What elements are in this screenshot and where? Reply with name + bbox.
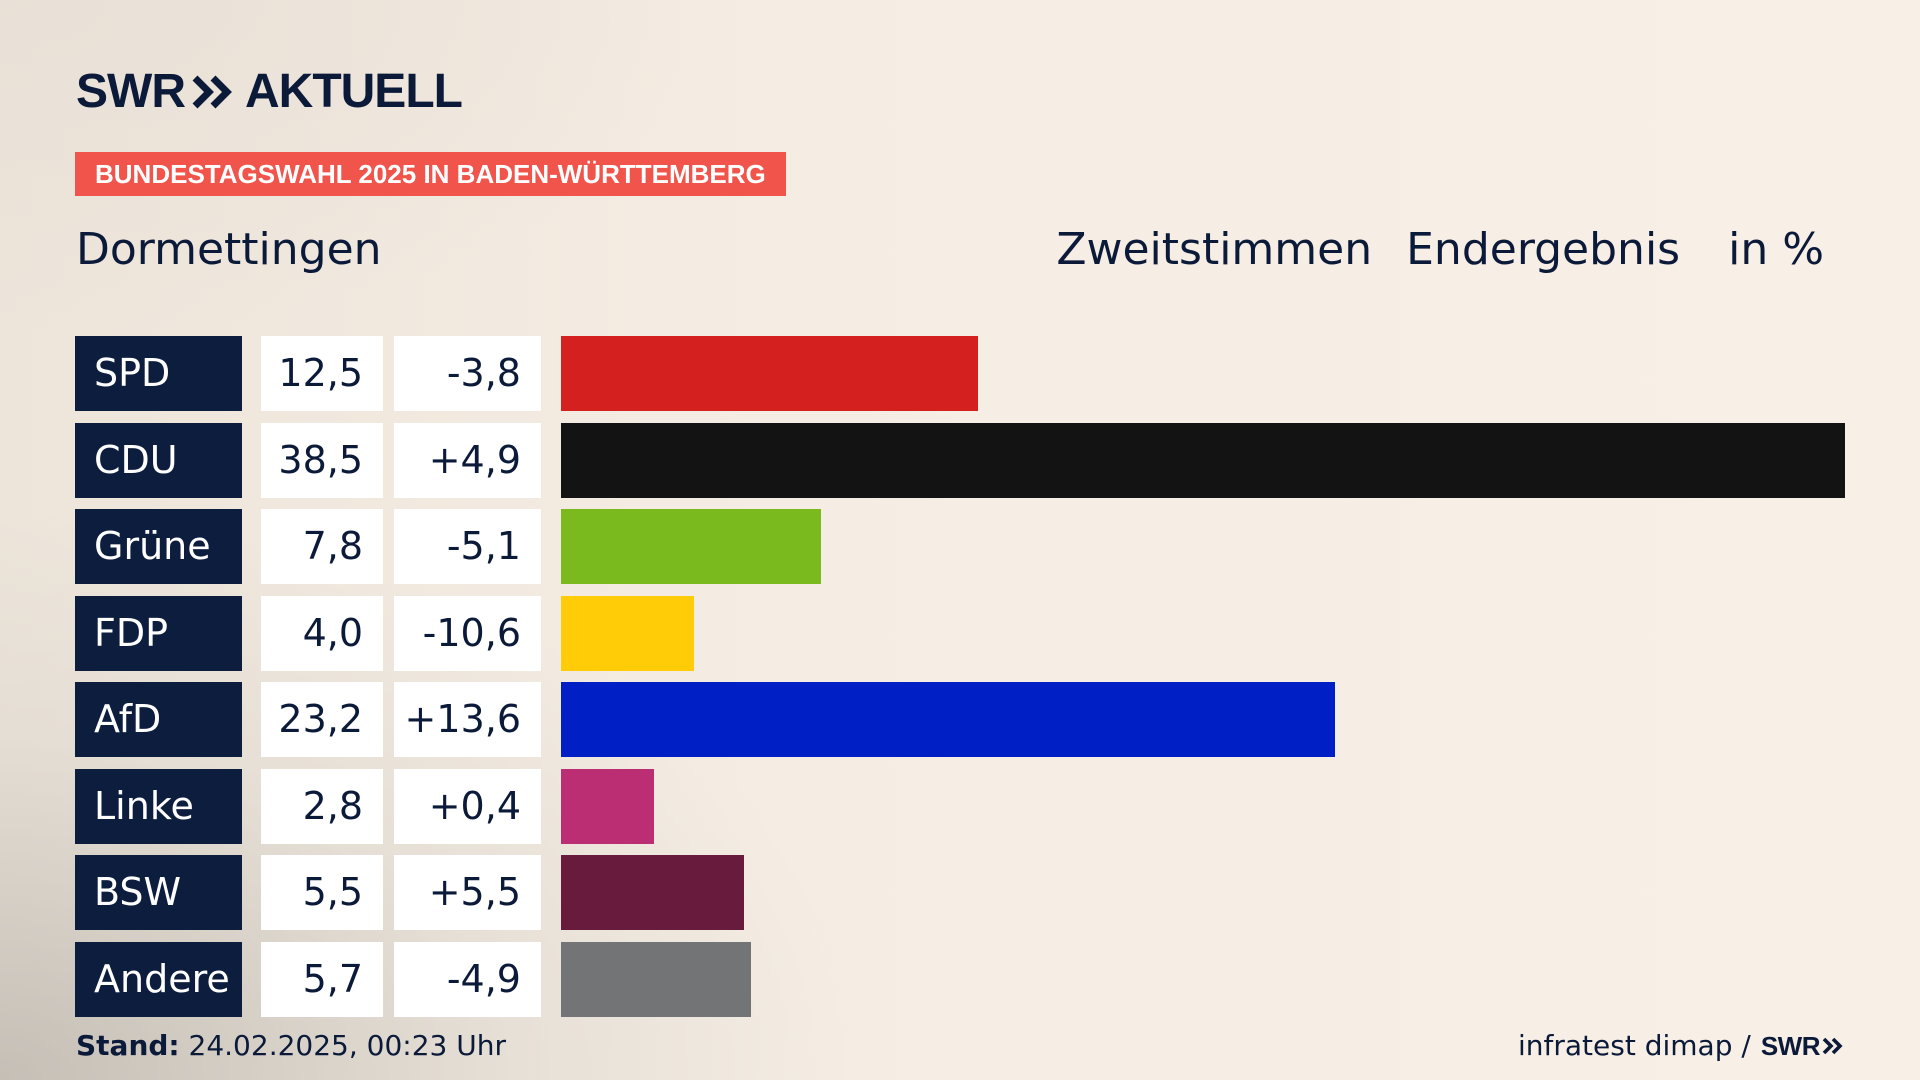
vote-share-bar [561, 769, 654, 844]
change-label: -10,6 [394, 596, 541, 671]
result-row: SPD 12,5 -3,8 [75, 336, 1845, 411]
result-type-label: Endergebnis [1406, 224, 1681, 275]
chart-heading: Zweitstimmen Endergebnis in % [1056, 222, 1824, 278]
logo-aktuell-text: AKTUELL [244, 65, 463, 118]
place-title: Dormettingen [76, 224, 382, 275]
election-badge: BUNDESTAGSWAHL 2025 IN BADEN-WÜRTTEMBERG [75, 152, 786, 196]
source-credit: infratest dimap / SWR [1518, 1028, 1844, 1064]
result-row: AfD 23,2 +13,6 [75, 682, 1845, 757]
vote-share-label: 12,5 [261, 336, 383, 411]
vote-share-bar [561, 336, 978, 411]
party-label: Grüne [75, 509, 242, 584]
vote-share-bar [561, 942, 751, 1017]
source-text: infratest dimap / [1518, 1029, 1751, 1062]
vote-share-bar [561, 423, 1845, 498]
change-label: +5,5 [394, 855, 541, 930]
change-label: -3,8 [394, 336, 541, 411]
result-row: Andere 5,7 -4,9 [75, 942, 1845, 1017]
party-label: CDU [75, 423, 242, 498]
party-label: BSW [75, 855, 242, 930]
vote-share-bar [561, 509, 821, 584]
vote-share-label: 2,8 [261, 769, 383, 844]
unit-label: in % [1728, 224, 1824, 275]
vote-share-label: 38,5 [261, 423, 383, 498]
change-label: +0,4 [394, 769, 541, 844]
vote-share-bar [561, 855, 744, 930]
party-label: Linke [75, 769, 242, 844]
swr-aktuell-logo: SWR AKTUELL [76, 65, 463, 118]
double-chevron-icon [192, 75, 232, 109]
result-row: Linke 2,8 +0,4 [75, 769, 1845, 844]
party-label: SPD [75, 336, 242, 411]
stand-label: Stand: [76, 1029, 180, 1062]
vote-share-label: 4,0 [261, 596, 383, 671]
timestamp: Stand: 24.02.2025, 00:23 Uhr [76, 1028, 506, 1064]
change-label: +4,9 [394, 423, 541, 498]
vote-share-bar [561, 682, 1335, 757]
result-row: FDP 4,0 -10,6 [75, 596, 1845, 671]
result-row: Grüne 7,8 -5,1 [75, 509, 1845, 584]
vote-share-label: 7,8 [261, 509, 383, 584]
footer-swr-logo: SWR [1760, 1031, 1821, 1061]
party-label: FDP [75, 596, 242, 671]
vote-type-label: Zweitstimmen [1056, 224, 1373, 275]
result-row: BSW 5,5 +5,5 [75, 855, 1845, 930]
vote-share-bar [561, 596, 694, 671]
change-label: -5,1 [394, 509, 541, 584]
logo-swr-text: SWR [76, 65, 186, 118]
double-chevron-icon [1822, 1037, 1843, 1055]
stand-value: 24.02.2025, 00:23 Uhr [188, 1029, 506, 1062]
vote-share-label: 5,7 [261, 942, 383, 1017]
vote-share-label: 23,2 [261, 682, 383, 757]
change-label: +13,6 [394, 682, 541, 757]
result-row: CDU 38,5 +4,9 [75, 423, 1845, 498]
party-label: AfD [75, 682, 242, 757]
change-label: -4,9 [394, 942, 541, 1017]
vote-share-label: 5,5 [261, 855, 383, 930]
party-label: Andere [75, 942, 242, 1017]
